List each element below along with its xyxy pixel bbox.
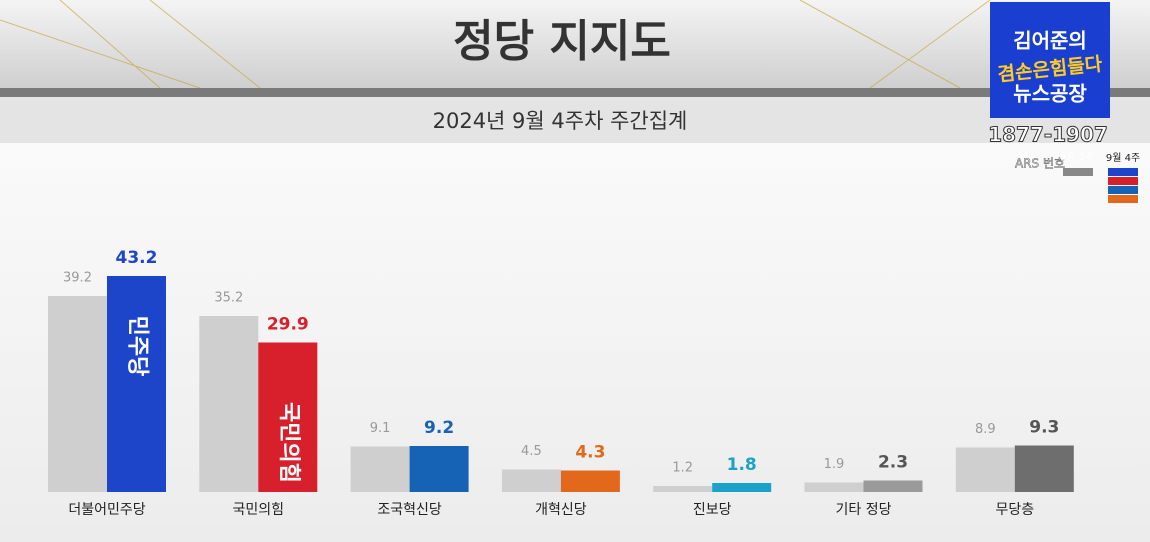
value-label: 1.9 [824,457,845,472]
bar [863,480,923,492]
bar [107,276,166,492]
value-label: 8.9 [975,422,996,437]
value-label: 4.3 [575,443,605,463]
bar [258,342,318,492]
bar [409,446,469,492]
x-tick-label: 조국혁신당 [377,502,442,518]
value-label: 9.1 [370,421,391,436]
bar [48,296,107,492]
legend-label: 9월 3주 [1060,151,1094,163]
chart-subtitle: 2024년 9월 4주차 주간집계 [433,109,688,133]
header-deco [0,0,991,89]
header-band [0,0,1150,88]
value-label: 1.2 [672,461,693,476]
bar [1014,445,1074,492]
phone-label: ARS 번호 [1015,157,1065,171]
value-label: 1.8 [727,455,757,475]
bar-logo: 민주당 [125,316,150,377]
value-label: 4.5 [521,444,542,459]
value-label: 29.9 [267,315,309,335]
x-tick-label: 더불어민주당 [68,502,145,518]
bar [804,482,864,492]
chart-title: 정당 지지도 [453,16,671,67]
x-tick-label: 기타 정당 [836,502,892,518]
x-tick-label: 무당층 [995,502,1034,518]
logo-prefix: 김어준의 [1013,29,1087,53]
bar [653,486,713,492]
value-label: 9.3 [1029,418,1059,438]
subtitle-band [0,97,1150,143]
legend-label: 9월 4주 [1106,152,1140,164]
header-divider [0,88,1150,97]
legend-swatch [1108,195,1138,203]
value-label: 9.2 [424,418,454,438]
x-tick-label: 국민의힘 [233,502,285,518]
x-tick-label: 개혁신당 [535,502,587,518]
bar [560,470,620,492]
x-tick-label: 진보당 [693,502,732,518]
legend-swatch [1063,168,1093,176]
value-label: 39.2 [63,271,92,286]
phone: 1877-1907 [988,123,1108,147]
legend-swatch [1108,168,1138,176]
legend-swatch [1108,186,1138,194]
bar [501,469,561,492]
logo-name: 뉴스공장 [1013,82,1087,106]
legend-swatch [1108,177,1138,185]
value-label: 2.3 [878,453,908,473]
bar [712,483,772,492]
logo-box [990,2,1110,118]
value-label: 35.2 [214,291,243,306]
bar-logo: 국민의힘 [276,402,301,483]
bar [199,316,259,492]
value-label: 43.2 [116,248,158,268]
bar [955,447,1015,492]
bar [350,446,410,492]
